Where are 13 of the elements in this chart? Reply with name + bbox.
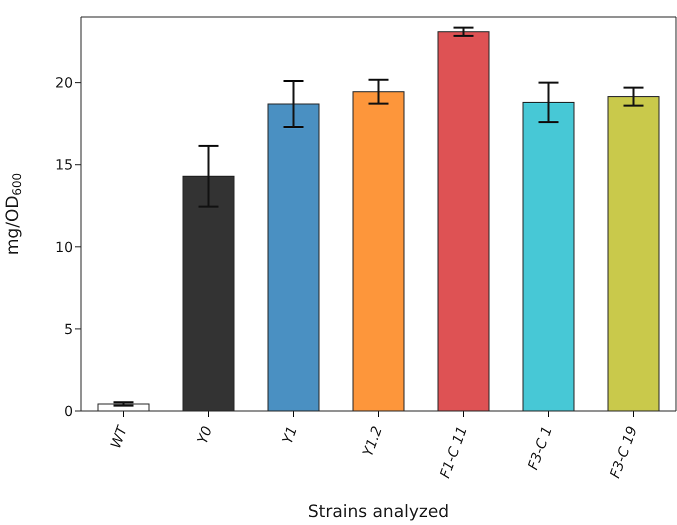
y-tick-label: 20	[55, 76, 73, 92]
y-tick-label: 10	[55, 240, 73, 256]
x-tick-label: F3-C 1	[525, 424, 556, 472]
y-tick-label: 5	[64, 322, 73, 338]
x-tick-label: F1-C 11	[437, 424, 471, 480]
y-tick-label: 0	[64, 404, 73, 420]
x-tick-label: Y1.2	[360, 424, 386, 459]
x-tick-label: WT	[108, 422, 132, 451]
x-tick-label: Y1	[280, 424, 301, 446]
x-axis-title: Strains analyzed	[308, 502, 450, 522]
x-tick-label: F3-C 19	[607, 424, 641, 480]
x-tick-label: Y0	[194, 424, 216, 446]
y-tick-label: 15	[55, 158, 73, 174]
